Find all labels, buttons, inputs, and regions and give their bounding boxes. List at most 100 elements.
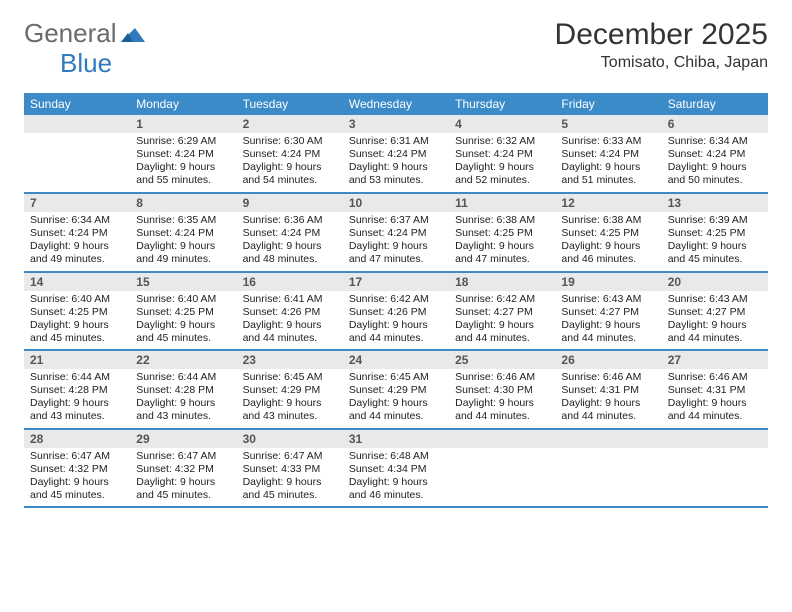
weekday-header-monday: Monday — [130, 93, 236, 115]
daylight-text-2: and 44 minutes. — [455, 332, 549, 345]
sunset-text: Sunset: 4:26 PM — [349, 306, 443, 319]
calendar-cell-day-17: 17Sunrise: 6:42 AMSunset: 4:26 PMDayligh… — [343, 272, 449, 351]
brand-text-2: Blue — [60, 48, 112, 79]
calendar-cell-day-28: 28Sunrise: 6:47 AMSunset: 4:32 PMDayligh… — [24, 429, 130, 508]
daylight-text-2: and 45 minutes. — [668, 253, 762, 266]
sunrise-text: Sunrise: 6:42 AM — [455, 293, 549, 306]
day-body: Sunrise: 6:35 AMSunset: 4:24 PMDaylight:… — [130, 212, 236, 271]
day-number: 30 — [237, 430, 343, 448]
day-number-empty — [555, 430, 661, 448]
calendar-cell-day-3: 3Sunrise: 6:31 AMSunset: 4:24 PMDaylight… — [343, 115, 449, 193]
daylight-text-2: and 43 minutes. — [136, 410, 230, 423]
calendar-cell-empty — [449, 429, 555, 508]
day-body: Sunrise: 6:32 AMSunset: 4:24 PMDaylight:… — [449, 133, 555, 192]
daylight-text-1: Daylight: 9 hours — [349, 476, 443, 489]
sunrise-text: Sunrise: 6:43 AM — [668, 293, 762, 306]
day-body: Sunrise: 6:39 AMSunset: 4:25 PMDaylight:… — [662, 212, 768, 271]
daylight-text-2: and 44 minutes. — [668, 332, 762, 345]
calendar-cell-day-11: 11Sunrise: 6:38 AMSunset: 4:25 PMDayligh… — [449, 193, 555, 272]
daylight-text-1: Daylight: 9 hours — [136, 240, 230, 253]
day-body: Sunrise: 6:37 AMSunset: 4:24 PMDaylight:… — [343, 212, 449, 271]
day-number: 31 — [343, 430, 449, 448]
calendar-cell-empty — [555, 429, 661, 508]
daylight-text-1: Daylight: 9 hours — [136, 397, 230, 410]
sunset-text: Sunset: 4:24 PM — [243, 148, 337, 161]
calendar-cell-day-21: 21Sunrise: 6:44 AMSunset: 4:28 PMDayligh… — [24, 350, 130, 429]
sunrise-text: Sunrise: 6:47 AM — [136, 450, 230, 463]
day-number: 10 — [343, 194, 449, 212]
sunrise-text: Sunrise: 6:40 AM — [136, 293, 230, 306]
day-body: Sunrise: 6:43 AMSunset: 4:27 PMDaylight:… — [555, 291, 661, 350]
day-number: 12 — [555, 194, 661, 212]
sunrise-text: Sunrise: 6:45 AM — [349, 371, 443, 384]
sunrise-text: Sunrise: 6:47 AM — [243, 450, 337, 463]
day-number-empty — [24, 115, 130, 133]
calendar-cell-day-26: 26Sunrise: 6:46 AMSunset: 4:31 PMDayligh… — [555, 350, 661, 429]
day-body: Sunrise: 6:38 AMSunset: 4:25 PMDaylight:… — [449, 212, 555, 271]
sunset-text: Sunset: 4:28 PM — [136, 384, 230, 397]
day-body: Sunrise: 6:46 AMSunset: 4:31 PMDaylight:… — [662, 369, 768, 428]
day-number: 18 — [449, 273, 555, 291]
sunrise-text: Sunrise: 6:34 AM — [30, 214, 124, 227]
calendar-cell-day-23: 23Sunrise: 6:45 AMSunset: 4:29 PMDayligh… — [237, 350, 343, 429]
day-body: Sunrise: 6:38 AMSunset: 4:25 PMDaylight:… — [555, 212, 661, 271]
day-body: Sunrise: 6:45 AMSunset: 4:29 PMDaylight:… — [343, 369, 449, 428]
day-body: Sunrise: 6:40 AMSunset: 4:25 PMDaylight:… — [24, 291, 130, 350]
calendar-cell-day-1: 1Sunrise: 6:29 AMSunset: 4:24 PMDaylight… — [130, 115, 236, 193]
day-number: 17 — [343, 273, 449, 291]
calendar-cell-day-19: 19Sunrise: 6:43 AMSunset: 4:27 PMDayligh… — [555, 272, 661, 351]
day-body: Sunrise: 6:34 AMSunset: 4:24 PMDaylight:… — [24, 212, 130, 271]
daylight-text-1: Daylight: 9 hours — [349, 161, 443, 174]
sunrise-text: Sunrise: 6:30 AM — [243, 135, 337, 148]
brand-logo: General — [24, 18, 149, 49]
daylight-text-2: and 44 minutes. — [561, 410, 655, 423]
sunrise-text: Sunrise: 6:41 AM — [243, 293, 337, 306]
sunset-text: Sunset: 4:27 PM — [668, 306, 762, 319]
sunrise-text: Sunrise: 6:37 AM — [349, 214, 443, 227]
day-number: 14 — [24, 273, 130, 291]
daylight-text-2: and 45 minutes. — [243, 489, 337, 502]
sunrise-text: Sunrise: 6:39 AM — [668, 214, 762, 227]
daylight-text-2: and 47 minutes. — [349, 253, 443, 266]
daylight-text-1: Daylight: 9 hours — [136, 319, 230, 332]
calendar-cell-day-30: 30Sunrise: 6:47 AMSunset: 4:33 PMDayligh… — [237, 429, 343, 508]
day-body: Sunrise: 6:40 AMSunset: 4:25 PMDaylight:… — [130, 291, 236, 350]
calendar-cell-day-16: 16Sunrise: 6:41 AMSunset: 4:26 PMDayligh… — [237, 272, 343, 351]
sunset-text: Sunset: 4:29 PM — [349, 384, 443, 397]
weekday-header-friday: Friday — [555, 93, 661, 115]
daylight-text-2: and 44 minutes. — [243, 332, 337, 345]
calendar-week-row: 14Sunrise: 6:40 AMSunset: 4:25 PMDayligh… — [24, 272, 768, 351]
day-number: 24 — [343, 351, 449, 369]
day-body: Sunrise: 6:44 AMSunset: 4:28 PMDaylight:… — [130, 369, 236, 428]
daylight-text-1: Daylight: 9 hours — [561, 319, 655, 332]
sunrise-text: Sunrise: 6:36 AM — [243, 214, 337, 227]
sunset-text: Sunset: 4:31 PM — [561, 384, 655, 397]
weekday-header-wednesday: Wednesday — [343, 93, 449, 115]
sunset-text: Sunset: 4:24 PM — [136, 148, 230, 161]
calendar-table: SundayMondayTuesdayWednesdayThursdayFrid… — [24, 93, 768, 508]
day-number: 20 — [662, 273, 768, 291]
sunset-text: Sunset: 4:25 PM — [30, 306, 124, 319]
calendar-cell-day-12: 12Sunrise: 6:38 AMSunset: 4:25 PMDayligh… — [555, 193, 661, 272]
sunset-text: Sunset: 4:32 PM — [30, 463, 124, 476]
sunset-text: Sunset: 4:25 PM — [561, 227, 655, 240]
sunrise-text: Sunrise: 6:46 AM — [455, 371, 549, 384]
calendar-weekday-header: SundayMondayTuesdayWednesdayThursdayFrid… — [24, 93, 768, 115]
day-body: Sunrise: 6:33 AMSunset: 4:24 PMDaylight:… — [555, 133, 661, 192]
calendar-cell-day-7: 7Sunrise: 6:34 AMSunset: 4:24 PMDaylight… — [24, 193, 130, 272]
calendar-week-row: 21Sunrise: 6:44 AMSunset: 4:28 PMDayligh… — [24, 350, 768, 429]
sunrise-text: Sunrise: 6:29 AM — [136, 135, 230, 148]
daylight-text-1: Daylight: 9 hours — [455, 161, 549, 174]
sunrise-text: Sunrise: 6:31 AM — [349, 135, 443, 148]
day-body: Sunrise: 6:31 AMSunset: 4:24 PMDaylight:… — [343, 133, 449, 192]
day-body: Sunrise: 6:44 AMSunset: 4:28 PMDaylight:… — [24, 369, 130, 428]
daylight-text-2: and 50 minutes. — [668, 174, 762, 187]
sunrise-text: Sunrise: 6:35 AM — [136, 214, 230, 227]
sunset-text: Sunset: 4:27 PM — [455, 306, 549, 319]
day-number: 11 — [449, 194, 555, 212]
calendar-cell-day-22: 22Sunrise: 6:44 AMSunset: 4:28 PMDayligh… — [130, 350, 236, 429]
day-number: 13 — [662, 194, 768, 212]
brand-text-1: General — [24, 18, 117, 49]
daylight-text-1: Daylight: 9 hours — [349, 319, 443, 332]
daylight-text-2: and 43 minutes. — [30, 410, 124, 423]
